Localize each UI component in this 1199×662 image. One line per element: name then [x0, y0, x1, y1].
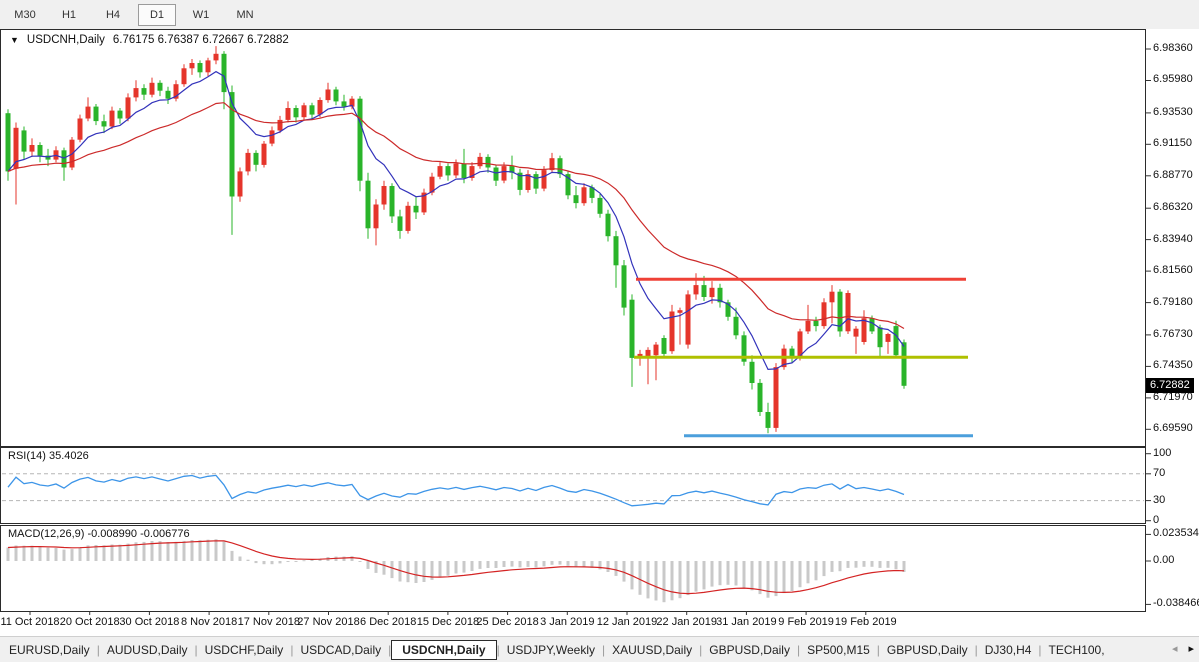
- price-axis-label: 6.91150: [1153, 137, 1192, 149]
- rsi-axis-label: 70: [1153, 467, 1166, 479]
- date-axis-label: 11 Oct 2018: [0, 616, 60, 628]
- tab-separator: |: [388, 642, 392, 657]
- tab-sp500-m15[interactable]: SP500,M15: [807, 642, 870, 657]
- macd-axis-label: 0.00: [1153, 554, 1175, 566]
- chart-symbol-title: USDCNH,Daily: [26, 34, 105, 46]
- date-axis-label: 15 Dec 2018: [416, 616, 480, 628]
- rsi-axis-label: 30: [1153, 494, 1166, 506]
- date-axis-label: 17 Nov 2018: [237, 616, 300, 628]
- tab-separator: |: [496, 642, 500, 657]
- chart-tab-bar: EURUSD,Daily | AUDUSD,Daily | USDCHF,Daily | U…: [0, 636, 1199, 662]
- tab-separator: |: [194, 642, 198, 657]
- timeframe-h1-button[interactable]: H1: [61, 8, 77, 21]
- chart-header: ▼ USDCNH,Daily 6.76175 6.76387 6.72667 6…: [10, 34, 289, 46]
- tab-xauusd-daily[interactable]: XAUUSD,Daily: [612, 642, 693, 657]
- tab-scroll-left-icon[interactable]: ◂: [1171, 643, 1178, 655]
- macd-label: MACD(12,26,9) -0.008990 -0.006776: [8, 528, 190, 540]
- timeframe-mn-button[interactable]: MN: [236, 8, 254, 21]
- tab-separator: |: [602, 642, 606, 657]
- rsi-axis-label: 100: [1153, 447, 1172, 459]
- date-axis-label: 3 Jan 2019: [540, 616, 595, 628]
- price-axis-label: 6.88770: [1153, 169, 1193, 181]
- price-axis-label: 6.81560: [1153, 264, 1193, 276]
- date-axis-label: 12 Jan 2019: [596, 616, 658, 628]
- tab-scroll-right-icon[interactable]: ▸: [1188, 643, 1194, 655]
- tab-gbpusd-daily[interactable]: GBPUSD,Daily: [886, 642, 968, 657]
- date-axis-label: 9 Feb 2019: [778, 616, 834, 628]
- date-axis-label: 22 Jan 2019: [656, 616, 717, 628]
- tab-dj30-h4[interactable]: DJ30,H4: [984, 642, 1032, 657]
- price-axis-label: 6.76730: [1153, 328, 1193, 340]
- date-axis-label: 6 Dec 2018: [360, 616, 417, 628]
- current-price-badge: 6.72882: [1146, 378, 1194, 393]
- price-axis-label: 6.83940: [1153, 233, 1193, 245]
- tab-usdchf-daily[interactable]: USDCHF,Daily: [204, 642, 284, 657]
- rsi-axis-label: 0: [1153, 514, 1160, 526]
- tab-separator: |: [796, 642, 801, 657]
- tab-separator: |: [290, 642, 294, 657]
- price-axis-label: 6.95980: [1153, 73, 1193, 85]
- tab-separator: |: [96, 642, 100, 657]
- tab-separator: |: [699, 642, 703, 657]
- tab-separator: |: [974, 642, 978, 657]
- date-axis-label: 27 Nov 2018: [297, 616, 360, 628]
- price-axis-label: 6.98360: [1153, 42, 1193, 54]
- rsi-panel[interactable]: [0, 447, 1146, 524]
- timeframe-toolbar: M30 H1 H4 D1 W1 MN: [0, 0, 1199, 29]
- tab-audusd-daily[interactable]: AUDUSD,Daily: [106, 642, 188, 657]
- date-axis-label: 30 Oct 2018: [119, 616, 180, 628]
- rsi-label: RSI(14) 35.4026: [8, 450, 89, 462]
- price-axis-label: 6.93530: [1153, 106, 1193, 118]
- tab-usdcad-daily[interactable]: USDCAD,Daily: [300, 642, 382, 657]
- macd-axis-label: 0.023534: [1153, 527, 1199, 539]
- price-axis-label: 6.74350: [1153, 359, 1193, 371]
- macd-axis-label: -0.038466: [1153, 597, 1199, 609]
- tab-separator: |: [876, 642, 880, 657]
- date-axis-label: 8 Nov 2018: [180, 616, 238, 628]
- collapse-icon[interactable]: ▼: [10, 35, 19, 45]
- timeframe-h4-button[interactable]: H4: [105, 8, 121, 21]
- price-axis-label: 6.69590: [1153, 422, 1193, 434]
- tab-separator: |: [1038, 642, 1042, 657]
- price-axis-label: 6.86320: [1153, 201, 1193, 213]
- date-axis-label: 25 Dec 2018: [476, 616, 539, 628]
- tab-tech100-[interactable]: TECH100,: [1048, 642, 1105, 657]
- main-chart-panel[interactable]: [0, 29, 1146, 447]
- timeframe-m30-button[interactable]: M30: [14, 8, 36, 21]
- tab-eurusd-daily[interactable]: EURUSD,Daily: [9, 642, 90, 657]
- date-axis-label: 20 Oct 2018: [59, 616, 120, 628]
- tab-usdjpy-weekly[interactable]: USDJPY,Weekly: [506, 642, 595, 657]
- chart-ohlc-values: 6.76175 6.76387 6.72667 6.72882: [112, 34, 289, 46]
- date-axis-label: 31 Jan 2019: [716, 616, 777, 628]
- tab-usdcnh-daily[interactable]: USDCNH,Daily: [391, 639, 497, 660]
- timeframe-d1-button[interactable]: D1: [138, 3, 176, 26]
- date-axis-label: 19 Feb 2019: [834, 616, 897, 628]
- price-axis-label: 6.79180: [1153, 296, 1193, 308]
- price-axis-label: 6.71970: [1153, 391, 1193, 403]
- timeframe-w1-button[interactable]: W1: [192, 8, 210, 21]
- tab-gbpusd-daily[interactable]: GBPUSD,Daily: [709, 642, 790, 657]
